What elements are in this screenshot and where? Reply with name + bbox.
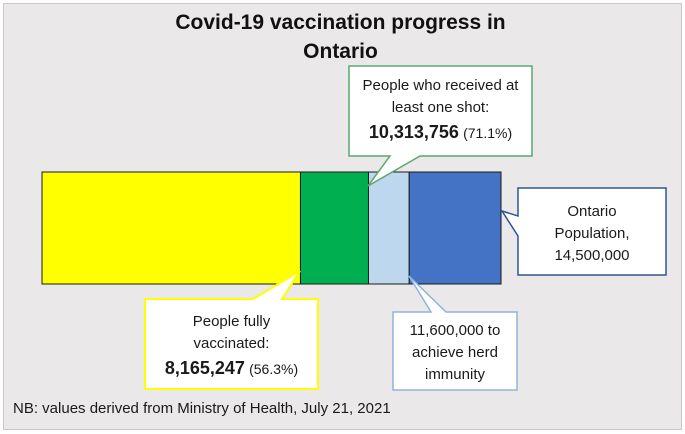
population-line-2: Population, [554, 225, 630, 242]
one-shot-callout-text: People who received at least one shot: 1… [349, 75, 532, 145]
fully-vaccinated-callout-box [144, 270, 319, 390]
bar-segment-herd-immunity [367, 171, 410, 285]
fully-vaccinated-value: 8,165,247 [164, 358, 245, 378]
herd-line-3: immunity [424, 366, 485, 383]
one-shot-pct: (71.1%) [463, 125, 513, 141]
stacked-bar [41, 171, 502, 285]
footnote: NB: values derived from Ministry of Heal… [13, 400, 391, 417]
one-shot-line-1: People who received at [362, 77, 519, 94]
one-shot-value: 10,313,756 [368, 122, 459, 142]
population-line-3: 14,500,000 [554, 247, 630, 264]
fully-vaccinated-pct: (56.3%) [249, 361, 299, 377]
herd-callout-box [392, 275, 518, 391]
fully-vaccinated-line-1: People fully [192, 313, 271, 330]
bar-segment-fully-vaccinated [41, 171, 301, 285]
herd-line-2: achieve herd [412, 344, 498, 361]
chart-title: Covid-19 vaccination progress in Ontario [0, 8, 681, 66]
population-callout-text: Ontario Population, 14,500,000 [518, 201, 666, 267]
chart-title-line-1: Covid-19 vaccination progress in [175, 11, 506, 34]
bar-segment-one-shot [299, 171, 369, 285]
population-callout-box [500, 187, 667, 276]
bar-segment-population [408, 171, 502, 285]
herd-callout-text: 11,600,000 to achieve herd immunity [393, 320, 517, 386]
population-line-1: Ontario [567, 203, 617, 220]
one-shot-line-2: least one shot: [391, 99, 490, 116]
one-shot-callout-box [348, 65, 533, 187]
fully-vaccinated-callout-text: People fully vaccinated: 8,165,247 (56.3… [145, 311, 318, 381]
fully-vaccinated-line-2: vaccinated: [193, 335, 270, 352]
herd-line-1: 11,600,000 to [409, 322, 501, 339]
callout-shapes [144, 65, 667, 391]
chart-title-line-2: Ontario [303, 40, 378, 63]
